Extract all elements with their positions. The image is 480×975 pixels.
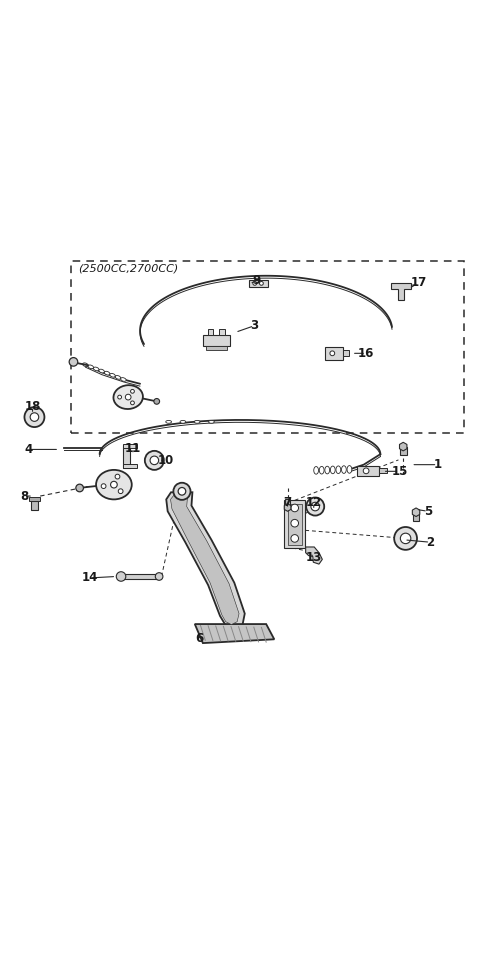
Text: 7: 7	[284, 496, 292, 509]
Circle shape	[291, 504, 299, 512]
Ellipse shape	[325, 466, 330, 474]
Bar	[121, 573, 159, 579]
Bar	[219, 329, 225, 335]
Circle shape	[311, 502, 320, 511]
Polygon shape	[284, 504, 291, 511]
Bar	[343, 350, 349, 356]
Circle shape	[253, 282, 257, 286]
Bar	[324, 347, 343, 360]
Text: 12: 12	[306, 496, 322, 509]
Text: 4: 4	[24, 443, 32, 456]
Ellipse shape	[336, 466, 341, 474]
Ellipse shape	[115, 375, 121, 379]
Polygon shape	[166, 492, 245, 629]
Bar	[208, 329, 213, 335]
Bar	[288, 504, 302, 545]
Circle shape	[24, 408, 45, 427]
Circle shape	[131, 401, 134, 405]
Ellipse shape	[83, 363, 88, 367]
Text: 8: 8	[20, 489, 28, 502]
Text: 3: 3	[250, 319, 258, 332]
Circle shape	[110, 482, 117, 488]
Text: (2500CC,2700CC): (2500CC,2700CC)	[78, 264, 179, 274]
Circle shape	[173, 483, 191, 500]
Circle shape	[363, 468, 369, 474]
Text: 2: 2	[426, 535, 434, 549]
Bar	[29, 497, 40, 501]
Polygon shape	[306, 547, 322, 565]
Circle shape	[150, 456, 158, 465]
Bar	[284, 500, 305, 548]
Text: 15: 15	[391, 465, 408, 478]
Circle shape	[76, 485, 84, 491]
Ellipse shape	[99, 370, 105, 372]
Bar	[123, 444, 137, 448]
Text: 13: 13	[306, 552, 322, 565]
Text: 6: 6	[195, 633, 204, 645]
Bar	[203, 335, 230, 346]
Ellipse shape	[104, 371, 110, 375]
Circle shape	[30, 412, 39, 421]
Ellipse shape	[314, 467, 319, 474]
Circle shape	[154, 399, 159, 405]
Ellipse shape	[347, 466, 352, 473]
Circle shape	[116, 571, 126, 581]
Text: 5: 5	[424, 505, 432, 518]
Ellipse shape	[94, 368, 99, 370]
Polygon shape	[399, 443, 407, 450]
Text: 16: 16	[358, 347, 374, 360]
Ellipse shape	[194, 420, 200, 423]
Bar	[31, 501, 38, 510]
Circle shape	[156, 572, 163, 580]
Circle shape	[125, 394, 131, 400]
Circle shape	[131, 389, 134, 393]
Circle shape	[394, 527, 417, 550]
Bar	[285, 499, 290, 507]
Polygon shape	[412, 508, 420, 517]
Ellipse shape	[209, 420, 214, 423]
Text: 17: 17	[410, 276, 427, 290]
Circle shape	[400, 533, 411, 544]
Circle shape	[101, 484, 106, 488]
Bar	[206, 346, 227, 349]
Ellipse shape	[180, 420, 186, 423]
Ellipse shape	[88, 365, 94, 369]
Polygon shape	[195, 624, 274, 644]
Bar	[249, 280, 267, 288]
Text: 1: 1	[433, 458, 442, 471]
Circle shape	[118, 488, 123, 493]
Text: 10: 10	[158, 454, 174, 467]
Circle shape	[69, 358, 78, 367]
Text: 11: 11	[125, 442, 141, 454]
Ellipse shape	[113, 385, 143, 409]
Bar	[123, 464, 137, 468]
Bar	[400, 447, 407, 455]
Text: 14: 14	[82, 571, 98, 584]
Ellipse shape	[166, 420, 171, 423]
Bar	[413, 512, 419, 521]
Circle shape	[260, 282, 264, 286]
Circle shape	[306, 497, 324, 516]
Ellipse shape	[96, 470, 132, 499]
Polygon shape	[391, 283, 411, 300]
Ellipse shape	[341, 466, 346, 474]
Circle shape	[115, 474, 120, 479]
Circle shape	[178, 488, 186, 495]
Ellipse shape	[319, 466, 324, 474]
Ellipse shape	[330, 466, 335, 474]
Polygon shape	[170, 494, 239, 625]
Circle shape	[330, 351, 335, 356]
Circle shape	[291, 534, 299, 542]
Circle shape	[118, 395, 121, 399]
Ellipse shape	[120, 377, 126, 381]
Text: 9: 9	[252, 274, 261, 287]
Circle shape	[291, 520, 299, 527]
Ellipse shape	[110, 373, 115, 377]
Circle shape	[145, 450, 164, 470]
Bar	[357, 466, 379, 476]
Bar	[379, 468, 387, 473]
Text: 18: 18	[24, 400, 41, 413]
Bar	[123, 445, 130, 468]
